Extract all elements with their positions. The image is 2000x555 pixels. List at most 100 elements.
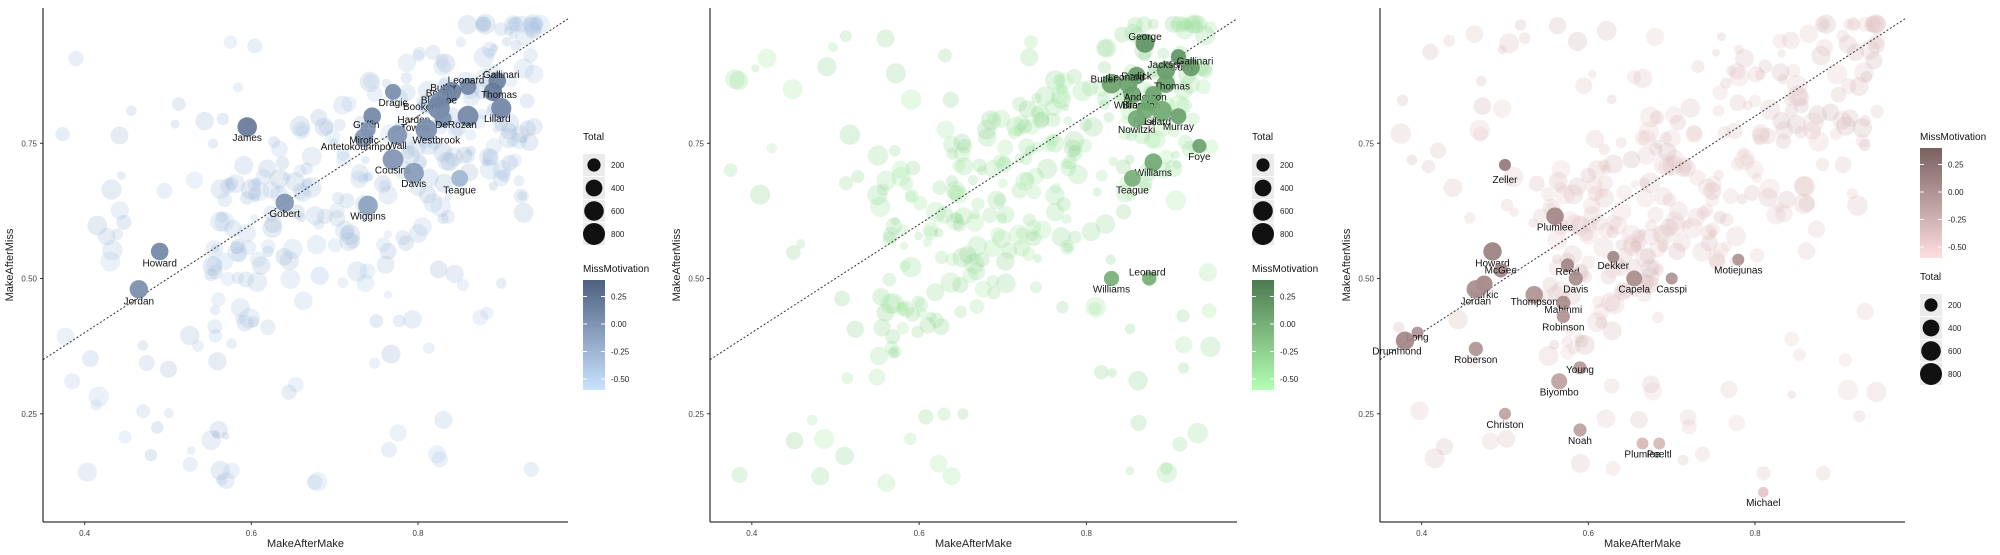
background-point xyxy=(1777,49,1787,58)
background-point xyxy=(102,239,123,261)
background-point xyxy=(1032,141,1044,153)
background-point xyxy=(1658,242,1668,253)
background-point xyxy=(110,126,129,145)
background-point xyxy=(1841,78,1857,94)
point-label: Davis xyxy=(401,179,426,190)
background-point xyxy=(500,122,518,140)
background-point xyxy=(1127,16,1143,33)
background-point xyxy=(1056,300,1069,314)
background-point xyxy=(1019,172,1035,187)
background-point xyxy=(1821,103,1840,122)
background-point xyxy=(171,97,186,111)
x-axis-title: MakeAfterMake xyxy=(935,538,1012,550)
background-point xyxy=(869,346,889,366)
background-point xyxy=(1204,21,1217,34)
point-label: Mirotic xyxy=(349,136,378,147)
background-point xyxy=(891,160,910,179)
background-point xyxy=(1548,171,1568,191)
background-point xyxy=(230,238,246,254)
data-point xyxy=(1123,85,1142,104)
background-point xyxy=(1742,100,1753,111)
background-point xyxy=(524,22,542,39)
data-point xyxy=(1573,423,1587,437)
background-point xyxy=(513,202,534,223)
background-point xyxy=(1717,126,1731,139)
data-point xyxy=(1170,49,1186,65)
background-point xyxy=(1533,208,1549,224)
size-legend-label: 200 xyxy=(1948,301,1962,310)
background-point xyxy=(1585,177,1603,195)
background-point xyxy=(217,471,235,490)
background-point xyxy=(785,432,804,450)
background-point xyxy=(782,79,803,100)
background-point xyxy=(465,145,476,156)
background-point xyxy=(1692,242,1712,262)
background-point xyxy=(912,295,925,309)
data-point xyxy=(434,110,452,128)
background-point xyxy=(890,216,900,226)
background-point xyxy=(1500,198,1514,212)
background-point xyxy=(1594,188,1614,208)
background-point xyxy=(946,212,964,231)
background-point xyxy=(519,120,536,137)
background-point xyxy=(247,178,262,192)
data-point xyxy=(358,195,378,216)
background-point xyxy=(1465,25,1484,43)
background-point xyxy=(310,109,328,126)
background-point xyxy=(269,169,290,189)
background-point xyxy=(1063,242,1074,253)
background-point xyxy=(1639,274,1659,294)
point-label: Thomas xyxy=(481,90,517,101)
background-point xyxy=(186,171,203,189)
point-label: Howard xyxy=(1475,259,1509,270)
background-point xyxy=(428,136,443,150)
point-label: Thomas xyxy=(1154,82,1190,93)
background-point xyxy=(1649,240,1667,258)
background-point xyxy=(1050,84,1070,105)
size-legend-label: 600 xyxy=(1280,207,1294,216)
point-label: Nurkic xyxy=(1470,290,1498,301)
background-point xyxy=(725,69,745,90)
background-point xyxy=(1151,116,1172,137)
background-point xyxy=(905,190,917,203)
background-point xyxy=(1846,188,1858,200)
background-point xyxy=(1040,136,1057,152)
background-point xyxy=(1509,207,1519,217)
background-point xyxy=(445,264,464,284)
background-point xyxy=(1793,193,1815,214)
background-point xyxy=(1504,177,1514,187)
background-point xyxy=(156,182,173,199)
background-point xyxy=(898,300,915,318)
background-point xyxy=(301,178,313,189)
x-tick-label: 0.4 xyxy=(746,529,758,538)
background-point xyxy=(877,474,896,493)
background-point xyxy=(806,414,818,426)
background-point xyxy=(1598,159,1610,171)
background-point xyxy=(409,179,427,197)
background-point xyxy=(1639,177,1650,188)
background-point xyxy=(929,312,944,328)
background-point xyxy=(1759,127,1776,145)
background-point xyxy=(1784,103,1798,118)
background-point xyxy=(1158,149,1174,165)
background-point xyxy=(1081,222,1101,242)
background-point xyxy=(81,350,99,368)
background-point xyxy=(962,267,978,284)
point-label: Rose xyxy=(1133,117,1157,128)
background-point xyxy=(56,327,75,346)
background-point xyxy=(393,314,406,328)
point-label: Leonard xyxy=(1129,268,1166,279)
background-point xyxy=(339,232,359,251)
background-point xyxy=(1803,112,1824,133)
background-point xyxy=(1068,164,1088,185)
background-point xyxy=(1587,185,1604,201)
background-point xyxy=(1542,276,1559,293)
size-legend-label: 400 xyxy=(1948,324,1962,333)
background-point xyxy=(1028,231,1038,242)
background-point xyxy=(523,461,539,477)
background-point xyxy=(876,29,895,48)
background-point xyxy=(1744,184,1760,201)
background-point xyxy=(1660,218,1678,237)
background-point xyxy=(1866,382,1887,402)
background-point xyxy=(1033,111,1050,128)
